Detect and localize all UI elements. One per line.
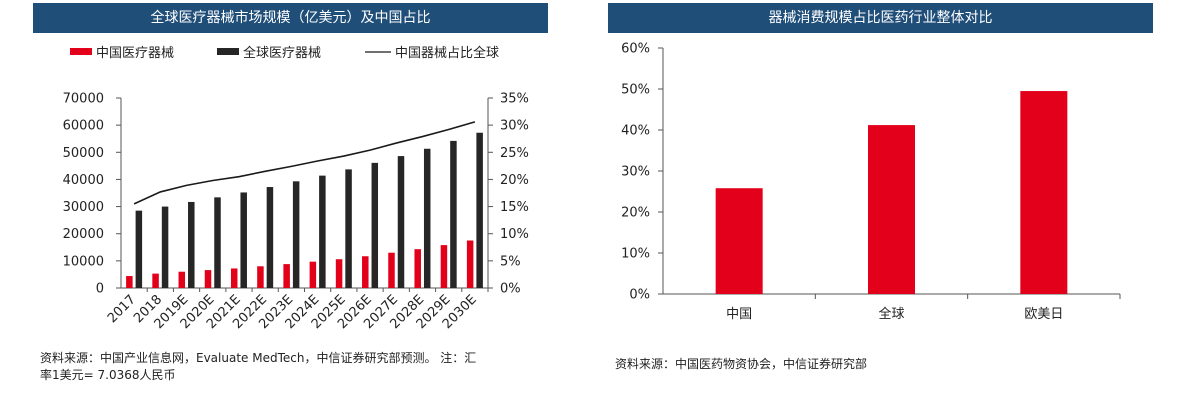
bars [126,132,483,288]
legend-label: 中国器械占比全球 [395,45,499,61]
left-tick-label: 10000 [63,254,104,269]
bar-china [230,268,238,288]
bar-china [440,245,448,288]
y-tick-label: 50% [621,83,650,98]
bar-china [178,271,186,288]
bar-global [188,201,195,288]
legend-swatch [217,48,239,55]
left-tick-label: 50000 [63,146,104,161]
legend-label: 中国医疗器械 [96,46,174,61]
bar [715,188,763,294]
right-tick-label: 5% [500,254,521,269]
bar-china [362,256,369,288]
bar-china [309,261,317,288]
left-tick-label: 20000 [63,227,104,242]
bar-china [283,264,290,288]
bar-china [257,266,264,288]
bar-global [135,210,143,288]
right-tick-label: 10% [500,227,529,242]
x-tick-label: 欧美日 [1024,307,1063,322]
y-tick-label: 20% [621,206,650,221]
x-tick-label: 全球 [878,306,904,322]
bar-global [450,140,457,288]
left-source-note: 资料来源：中国产业信息网，Evaluate MedTech，中信证券研究部预测。… [40,351,477,382]
bar-global [319,175,326,288]
left-tick-label: 60000 [63,119,104,134]
line-china-share [133,121,476,205]
right-chart-title: 器械消费规模占比医药行业整体对比 [608,3,1153,33]
legend-label: 全球医疗器械 [243,45,321,61]
bar-china [466,240,474,288]
bar-global [292,181,300,288]
bar-global [214,197,221,288]
right-tick-label: 20% [500,173,529,188]
bar [868,125,915,294]
y-tick-label: 40% [621,124,650,139]
bar-global [240,192,247,288]
y-tick-label: 60% [621,42,650,57]
right-tick-label: 35% [500,92,529,107]
bar-china [126,276,133,288]
legend-swatch [70,48,92,55]
right-tick-label: 30% [500,119,529,134]
y-tick-label: 30% [621,165,650,180]
bar [1020,91,1068,294]
bar-global [266,187,274,288]
bar-global [371,162,379,288]
x-tick-label: 中国 [726,307,752,322]
bar-china [388,252,395,288]
right-chart: 0% 10% 20% 30% 40% 50% 60% 中国 全球 欧美日 [621,42,1121,322]
bar-global [161,206,169,288]
left-chart-title: 全球医疗器械市场规模（亿美元）及中国占比 [33,3,548,33]
bar-china [414,249,421,288]
bar-china [204,270,212,288]
left-tick-label: 40000 [63,173,104,188]
legend: 中国医疗器械 全球医疗器械 中国器械占比全球 [70,45,499,61]
bar-global [423,148,431,288]
x-tick-label: 2017 [105,292,139,326]
y-tick-label: 0% [629,288,650,303]
right-tick-label: 25% [500,146,529,161]
y-tick-label: 10% [621,247,650,262]
left-tick-label: 30000 [63,200,104,215]
bar-global [476,132,483,288]
left-chart: 中国医疗器械 全球医疗器械 中国器械占比全球 0 10000 20000 30000 4000… [63,45,529,332]
right-source-note: 资料来源：中国医药物资协会，中信证券研究部 [615,357,868,371]
bar-global [345,169,352,288]
left-tick-label: 70000 [63,92,104,107]
left-tick-label: 0 [96,282,104,297]
right-tick-label: 0% [500,282,521,297]
right-tick-label: 15% [500,200,529,215]
bar-china [335,259,343,288]
bar-china [152,273,159,288]
bar-global [397,156,405,288]
